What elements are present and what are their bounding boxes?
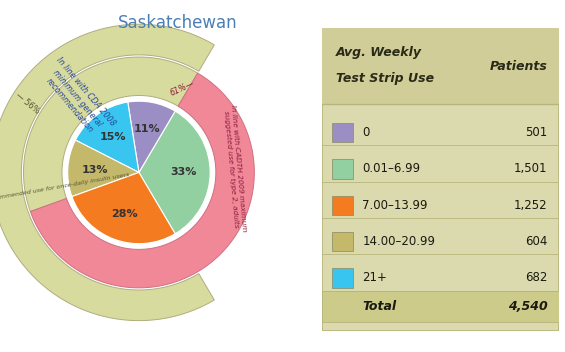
Bar bbox=[332, 268, 353, 288]
Polygon shape bbox=[0, 24, 214, 321]
Bar bbox=[332, 232, 353, 251]
Text: 15%: 15% bbox=[99, 132, 126, 142]
Text: 61%—: 61%— bbox=[168, 78, 195, 98]
Text: 7.00–13.99: 7.00–13.99 bbox=[362, 199, 428, 212]
Text: 11%: 11% bbox=[134, 124, 160, 134]
Wedge shape bbox=[128, 101, 175, 172]
Text: In line with CADTH 2009 maximum
suggested use for type 2, adults: In line with CADTH 2009 maximum suggeste… bbox=[223, 105, 247, 233]
Wedge shape bbox=[139, 111, 210, 234]
Bar bbox=[332, 123, 353, 142]
Text: 28%: 28% bbox=[111, 209, 137, 219]
Wedge shape bbox=[72, 172, 175, 244]
Polygon shape bbox=[24, 57, 198, 212]
Text: 604: 604 bbox=[525, 235, 547, 248]
Text: 501: 501 bbox=[525, 126, 547, 139]
Text: 1,252: 1,252 bbox=[514, 199, 547, 212]
Text: Test Strip Use: Test Strip Use bbox=[336, 71, 434, 84]
Text: 4,540: 4,540 bbox=[508, 300, 547, 313]
Text: Patients: Patients bbox=[490, 59, 547, 73]
Text: Saskatchewan: Saskatchewan bbox=[118, 14, 238, 32]
Text: In line with CDA 2008
minimum general
recommendation: In line with CDA 2008 minimum general re… bbox=[38, 55, 118, 142]
Text: 33%: 33% bbox=[170, 168, 196, 177]
Text: 0.01–6.99: 0.01–6.99 bbox=[362, 162, 420, 175]
Text: In line with CDA 2008 minimum recommended use for once-daily insulin users: In line with CDA 2008 minimum recommende… bbox=[0, 172, 130, 220]
Bar bbox=[332, 196, 353, 215]
Wedge shape bbox=[76, 102, 139, 172]
Wedge shape bbox=[68, 140, 139, 196]
Bar bbox=[322, 28, 559, 104]
Text: Avg. Weekly: Avg. Weekly bbox=[336, 46, 422, 59]
Bar bbox=[322, 291, 559, 322]
Text: 1,501: 1,501 bbox=[514, 162, 547, 175]
Text: 682: 682 bbox=[525, 271, 547, 284]
Text: Total: Total bbox=[362, 300, 397, 313]
Text: 14.00–20.99: 14.00–20.99 bbox=[362, 235, 436, 248]
Text: 21+: 21+ bbox=[362, 271, 387, 284]
Text: 0: 0 bbox=[362, 126, 370, 139]
Polygon shape bbox=[31, 73, 254, 288]
Text: — 56%: — 56% bbox=[14, 90, 41, 115]
Bar bbox=[332, 159, 353, 178]
Text: 13%: 13% bbox=[81, 165, 108, 175]
